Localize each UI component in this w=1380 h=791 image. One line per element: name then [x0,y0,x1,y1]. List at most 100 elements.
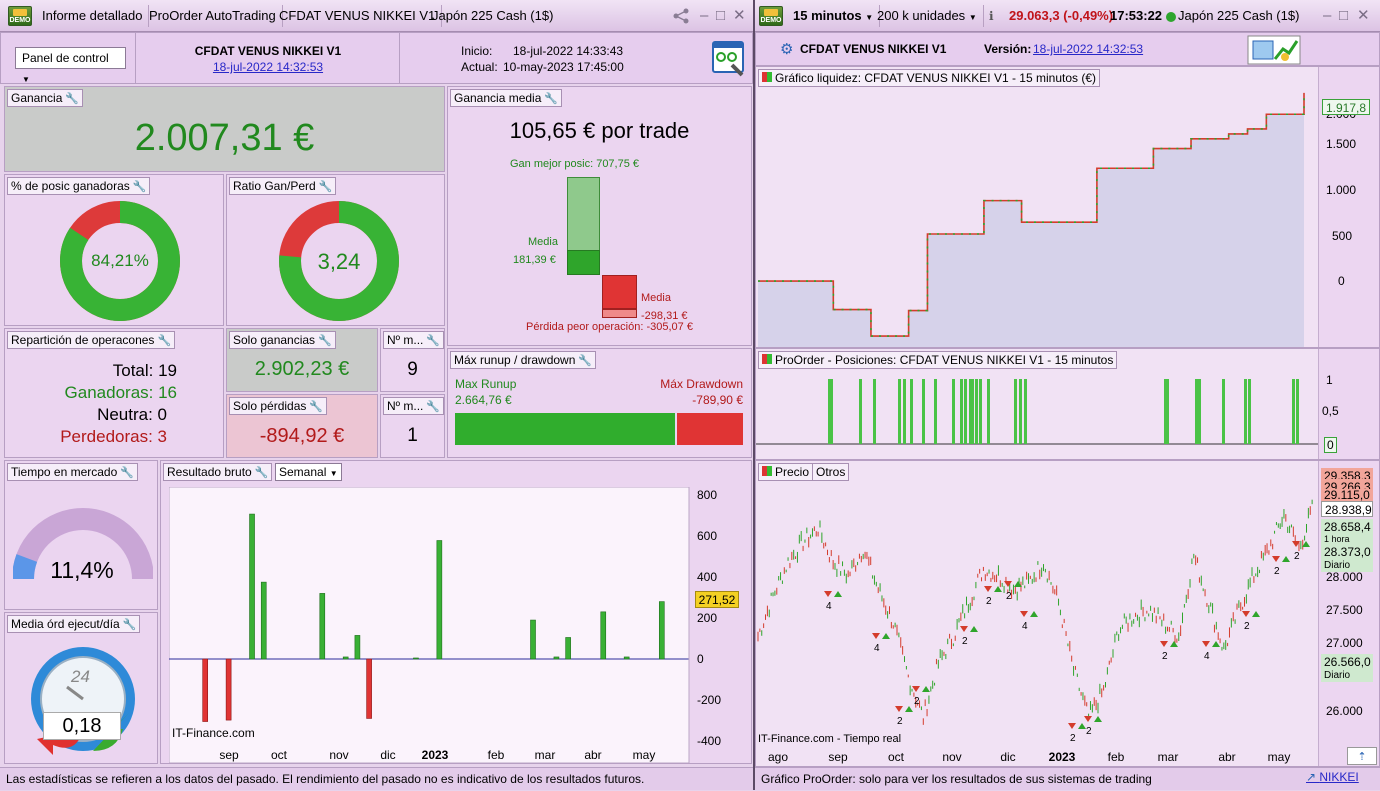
tab-system-name[interactable]: CFDAT VENUS NIKKEI V1 [273,5,443,27]
position-bar [830,379,833,444]
max-runup-value: 2.664,76 € [455,393,512,407]
positions-chart [756,379,1318,445]
wrench-icon[interactable]: 🔧 [578,355,593,367]
price-tick: 28.000 [1326,570,1363,584]
time-market-value: 11,4% [50,557,114,583]
gross-bar [225,658,232,721]
n-label-1[interactable]: Nº m... 🔧 [383,331,445,349]
split-label[interactable]: Repartición de operacones 🔧 [7,331,176,349]
positions-label[interactable]: ProOrder - Posiciones: CFDAT VENUS NIKKE… [758,351,1118,369]
minimize-icon[interactable]: ‒ [700,7,709,24]
wrench-icon[interactable]: 🔧 [254,467,269,479]
gross-bar [413,657,419,660]
gain-label[interactable]: Ganancia 🔧 [7,89,84,107]
system-date-link[interactable]: 18-jul-2022 14:32:53 [212,60,324,74]
price-tag: 29.115,0 [1321,489,1373,501]
gross-result-label[interactable]: Resultado bruto 🔧 [163,463,273,481]
ratio-donut [279,201,399,321]
svg-text:4: 4 [826,601,832,612]
orders-label[interactable]: Media órd ejecut/día 🔧 [7,615,141,633]
gears-icon: ⚙ [780,41,794,58]
tab-instrument[interactable]: Japón 225 Cash (1$) [432,8,554,23]
panel-select[interactable]: Panel de control ▼ [15,47,126,84]
only-gains-value: 2.902,23 € [254,358,350,380]
trade-arrow-icon: 4 [872,633,890,654]
position-bar [828,379,831,444]
info-icon[interactable]: ℹ [989,9,994,23]
n-label-2[interactable]: Nº m... 🔧 [383,397,445,415]
chevron-down-icon: ▼ [22,75,30,84]
quote-time: 17:53:22 [1110,8,1163,23]
units-select[interactable]: 200 k unidades ▼ [871,5,984,27]
split-panel: Repartición de operacones 🔧 Total: 19 Gan… [4,328,224,458]
only-losses-label[interactable]: Solo pérdidas 🔧 [229,397,328,415]
x-tick-label: may [1268,750,1291,764]
maximize-icon[interactable]: □ [1339,7,1349,24]
tab-informe-detallado[interactable]: Informe detallado [36,5,150,27]
close-icon[interactable]: ✕ [733,7,746,24]
scroll-up-button[interactable]: ⇡ [1347,747,1377,765]
trade-arrow-icon: 4 [1202,641,1220,662]
equity-tick: 1.000 [1326,183,1357,197]
gross-current-value: 271,52 [695,591,739,608]
quote-value: 29.063,3 (-0,49%) [1009,8,1114,23]
nikkei-link[interactable]: ↗ NIKKEI [1306,770,1359,784]
position-bar [934,379,937,444]
wrench-icon[interactable]: 🔧 [318,335,332,347]
winners-pct-label[interactable]: % de posic ganadoras 🔧 [7,177,151,195]
header-bar: Panel de control ▼ CFDAT VENUS NIKKEI V1… [0,32,753,84]
report-settings-icon[interactable] [712,41,748,77]
period-select[interactable]: Semanal ▼ [275,463,342,481]
wrench-icon[interactable]: 🔧 [309,401,324,413]
wrench-icon[interactable]: 🔧 [426,401,441,413]
position-bar [1019,379,1022,444]
start-label: Inicio: [461,44,493,58]
strategy-report-icon[interactable] [1247,35,1301,65]
maximize-icon[interactable]: □ [716,7,726,24]
svg-text:2: 2 [962,636,968,647]
version-date-link[interactable]: 18-jul-2022 14:32:53 [1033,42,1144,56]
start-value: 18-jul-2022 14:33:43 [513,44,624,58]
wrench-icon[interactable]: 🔧 [122,619,137,631]
wrench-icon[interactable]: 🔧 [157,335,172,347]
gross-bar [436,540,443,660]
only-gains-label[interactable]: Solo ganancias 🔧 [229,331,336,349]
svg-text:2: 2 [1086,726,1092,737]
position-bar [964,379,967,444]
minimize-icon[interactable]: ‒ [1323,7,1332,24]
wrench-icon[interactable]: 🔧 [426,335,441,347]
x-tick-label: abr [584,748,601,762]
right-instrument[interactable]: Japón 225 Cash (1$) [1178,8,1300,23]
position-bar [1296,379,1299,444]
share-icon[interactable] [672,8,690,24]
gross-bar [600,611,607,660]
positions-panel: ProOrder - Posiciones: CFDAT VENUS NIKKE… [755,348,1380,460]
time-market-gauge [13,508,153,580]
runup-label[interactable]: Máx runup / drawdown 🔧 [450,351,597,369]
time-market-label[interactable]: Tiempo en mercado 🔧 [7,463,138,481]
avg-gain-panel: Ganancia media 🔧 105,65 € por trade Gan m… [447,86,752,346]
version-label: Versión: [984,42,1032,56]
equity-area [758,92,1304,347]
trade-arrow-icon: 2 [912,686,930,707]
x-tick-label: 2023 [422,748,449,762]
wrench-icon[interactable]: 🔧 [120,467,134,479]
position-bar [903,379,906,444]
close-icon[interactable]: ✕ [1357,7,1370,24]
winners-pct-panel: % de posic ganadoras 🔧 84,21% [4,174,224,326]
gross-bar [658,601,665,660]
price-label[interactable]: Precio [758,463,814,481]
avg-gain-label[interactable]: Ganancia media 🔧 [450,89,563,107]
price-watermark: IT-Finance.com - Tiempo real [758,733,902,745]
timeframe-select[interactable]: 15 minutos ▼ [787,5,881,27]
wrench-icon[interactable]: 🔧 [132,181,147,193]
tab-proorder-autotrading[interactable]: ProOrder AutoTrading [143,5,283,27]
wrench-icon[interactable]: 🔧 [318,181,333,193]
wrench-icon[interactable]: 🔧 [65,93,80,105]
ratio-label[interactable]: Ratio Gan/Perd 🔧 [229,177,337,195]
equity-label[interactable]: Gráfico liquidez: CFDAT VENUS NIKKEI V1 … [758,69,1100,87]
wrench-icon[interactable]: 🔧 [544,93,559,105]
y-tick-label: 200 [697,611,717,625]
n-panel-1: Nº m... 🔧 9 [380,328,445,392]
others-tab[interactable]: Otros [812,463,850,481]
